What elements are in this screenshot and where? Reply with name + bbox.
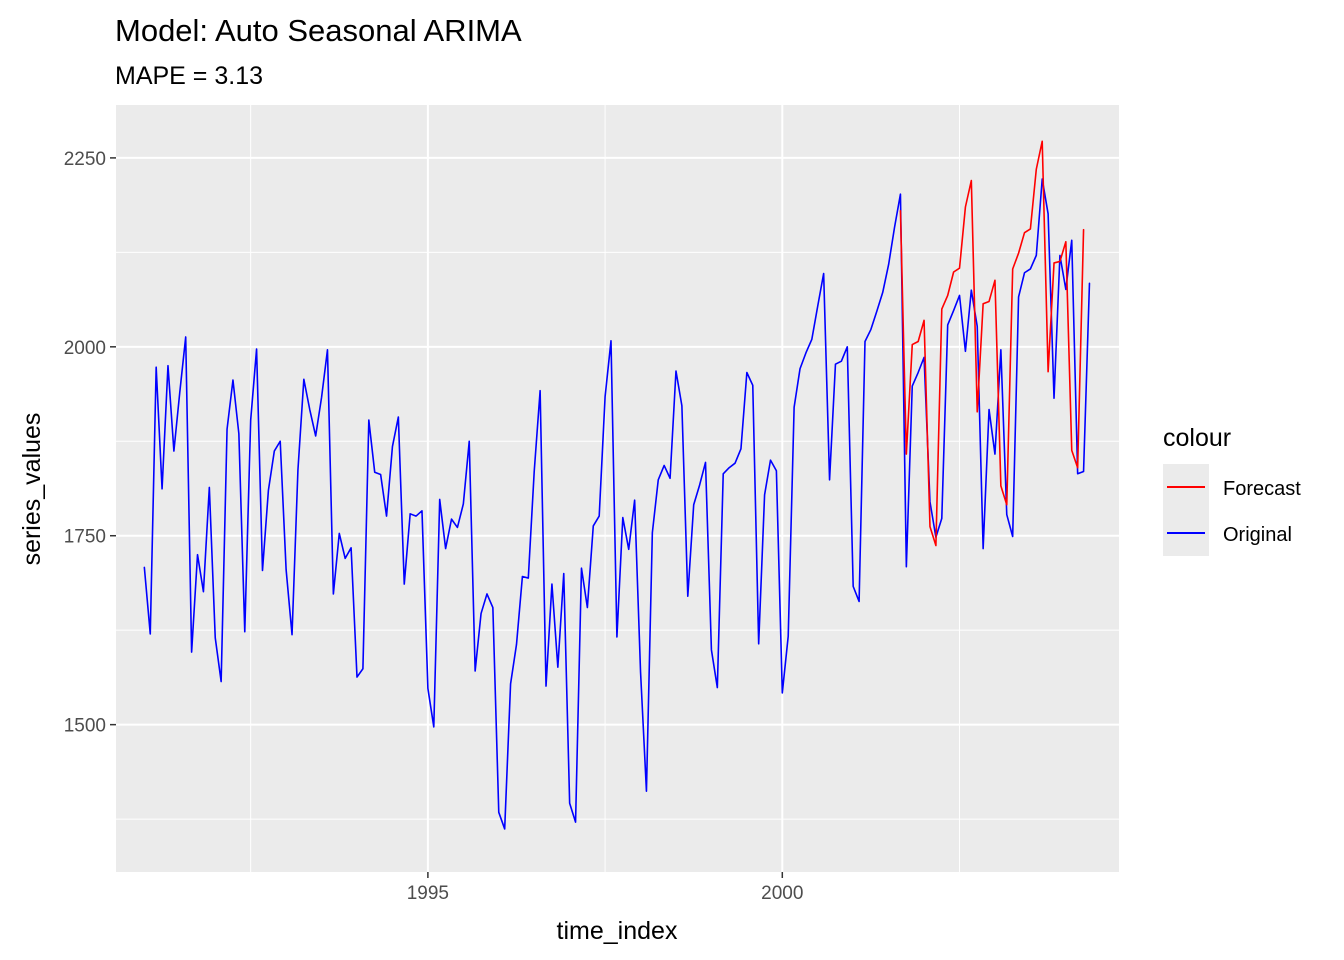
series-line-original [143,178,1091,830]
x-tick-label: 1995 [407,883,449,904]
legend: colour Forecast Original [1163,424,1301,556]
legend-label-original: Original [1223,524,1292,546]
y-tick-label: 2250 [64,149,106,170]
series-line-forecast [899,140,1085,547]
minor-grid [116,105,1119,872]
chart-title: Model: Auto Seasonal ARIMA [115,13,522,48]
y-axis-title: series_values [18,413,46,566]
legend-title: colour [1163,424,1231,452]
plot-panel [116,105,1119,872]
x-tick-label: 2000 [761,883,803,904]
chart-subtitle: MAPE = 3.13 [115,62,263,90]
y-tick-label: 2000 [64,338,106,359]
legend-label-forecast: Forecast [1223,478,1301,500]
x-axis: 1995 2000 [407,872,803,904]
y-tick-label: 1750 [64,527,106,548]
y-axis: 1500 1750 2000 2250 [64,149,116,737]
major-grid [116,105,1119,872]
series-layer [143,140,1091,830]
y-tick-label: 1500 [64,716,106,737]
x-axis-title: time_index [557,917,678,945]
